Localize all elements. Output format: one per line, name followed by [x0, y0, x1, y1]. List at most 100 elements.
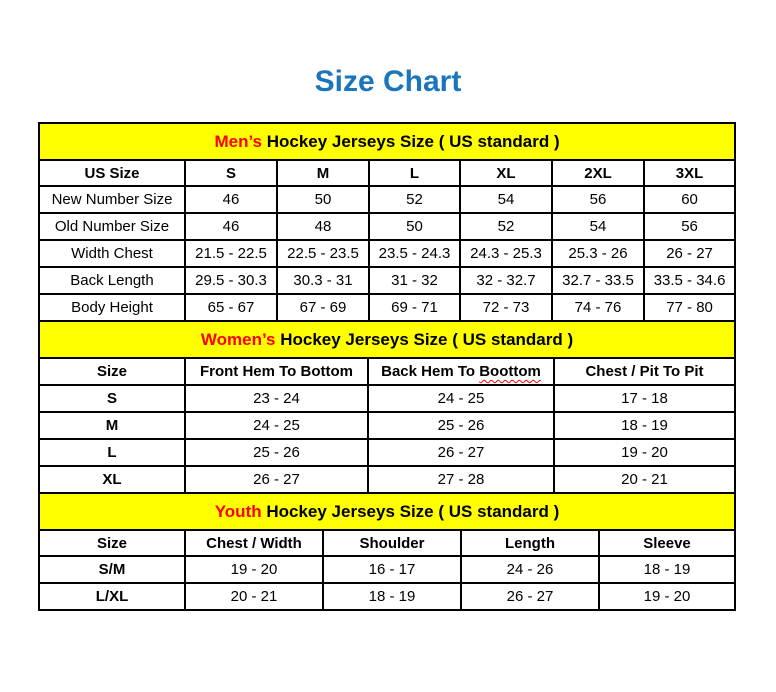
table-row: Width Chest 21.5 - 22.5 22.5 - 23.5 23.5… [38, 239, 737, 268]
table-row: L 25 - 26 26 - 27 19 - 20 [38, 438, 737, 467]
size-cell: 26 - 27 [184, 465, 369, 494]
row-label: Back Length [38, 266, 186, 295]
table-row: Body Height 65 - 67 67 - 69 69 - 71 72 -… [38, 293, 737, 322]
col-header: Length [460, 529, 600, 557]
col-header: Front Hem To Bottom [184, 357, 369, 386]
table-row: Back Length 29.5 - 30.3 30.3 - 31 31 - 3… [38, 266, 737, 295]
size-cell: 54 [459, 185, 553, 214]
womens-size-table: Women’s Hockey Jerseys Size ( US standar… [37, 320, 737, 494]
row-label: Body Height [38, 293, 186, 322]
size-cell: 18 - 19 [322, 582, 462, 611]
table-row: L/XL 20 - 21 18 - 19 26 - 27 19 - 20 [38, 582, 736, 611]
back-hem-misspelled-word: Boottom [479, 363, 541, 380]
mens-section-title-rest: Hockey Jerseys Size ( US standard ) [262, 131, 560, 151]
size-cell: 17 - 18 [552, 384, 737, 413]
size-cell: 32 - 32.7 [459, 266, 553, 295]
size-cell: 26 - 27 [642, 239, 737, 268]
row-label: L/XL [38, 582, 186, 611]
row-label: M [38, 411, 186, 440]
col-header: 2XL [551, 159, 645, 187]
size-cell: 29.5 - 30.3 [184, 266, 278, 295]
size-cell: 19 - 20 [184, 555, 324, 584]
size-cell: 27 - 28 [367, 465, 555, 494]
youth-size-table: Youth Hockey Jerseys Size ( US standard … [38, 492, 736, 611]
col-header: M [276, 159, 370, 187]
youth-header-row: Size Chest / Width Shoulder Length Sleev… [38, 529, 736, 557]
youth-section-title: Youth Hockey Jerseys Size ( US standard … [38, 492, 736, 531]
womens-section-title: Women’s Hockey Jerseys Size ( US standar… [37, 320, 737, 359]
col-header-back-hem: Back Hem To Boottom [367, 357, 555, 386]
size-cell: 32.7 - 33.5 [551, 266, 645, 295]
row-label: New Number Size [38, 185, 186, 214]
size-cell: 46 [184, 185, 278, 214]
size-cell: 50 [276, 185, 370, 214]
size-cell: 21.5 - 22.5 [184, 239, 278, 268]
table-row: S/M 19 - 20 16 - 17 24 - 26 18 - 19 [38, 555, 736, 584]
row-label: XL [38, 465, 186, 494]
size-cell: 54 [551, 212, 645, 241]
col-header: US Size [38, 159, 186, 187]
mens-header-row: US Size S M L XL 2XL 3XL [38, 159, 737, 187]
col-header: Size [38, 529, 186, 557]
col-header: XL [459, 159, 553, 187]
size-cell: 25.3 - 26 [551, 239, 645, 268]
size-chart-tables: Men’s Hockey Jerseys Size ( US standard … [37, 122, 737, 611]
size-cell: 25 - 26 [367, 411, 555, 440]
size-cell: 67 - 69 [276, 293, 370, 322]
womens-section-band: Women’s Hockey Jerseys Size ( US standar… [37, 320, 737, 359]
col-header: Sleeve [598, 529, 736, 557]
youth-section-band: Youth Hockey Jerseys Size ( US standard … [38, 492, 736, 531]
col-header: Chest / Width [184, 529, 324, 557]
col-header: 3XL [642, 159, 737, 187]
table-row: New Number Size 46 50 52 54 56 60 [38, 185, 737, 214]
youth-section-title-highlight: Youth [214, 501, 262, 521]
table-row: S 23 - 24 24 - 25 17 - 18 [38, 384, 737, 413]
size-cell: 31 - 32 [368, 266, 461, 295]
size-cell: 72 - 73 [459, 293, 553, 322]
col-header: Size [38, 357, 186, 386]
row-label: Width Chest [38, 239, 186, 268]
back-hem-prefix: Back Hem To [381, 363, 480, 380]
mens-section-title-highlight: Men’s [214, 131, 262, 151]
size-cell: 60 [642, 185, 737, 214]
row-label: S/M [38, 555, 186, 584]
size-cell: 50 [368, 212, 461, 241]
size-cell: 23.5 - 24.3 [368, 239, 461, 268]
size-cell: 52 [368, 185, 461, 214]
table-row: M 24 - 25 25 - 26 18 - 19 [38, 411, 737, 440]
col-header: Chest / Pit To Pit [552, 357, 737, 386]
size-cell: 46 [184, 212, 278, 241]
size-cell: 25 - 26 [184, 438, 369, 467]
size-cell: 56 [551, 185, 645, 214]
size-cell: 24 - 26 [460, 555, 600, 584]
row-label: S [38, 384, 186, 413]
size-cell: 24 - 25 [367, 384, 555, 413]
size-cell: 19 - 20 [598, 582, 736, 611]
size-cell: 74 - 76 [551, 293, 645, 322]
size-cell: 19 - 20 [552, 438, 737, 467]
size-cell: 26 - 27 [367, 438, 555, 467]
mens-section-title: Men’s Hockey Jerseys Size ( US standard … [37, 122, 737, 161]
size-cell: 18 - 19 [598, 555, 736, 584]
size-cell: 33.5 - 34.6 [642, 266, 737, 295]
size-cell: 18 - 19 [552, 411, 737, 440]
size-cell: 56 [642, 212, 737, 241]
size-cell: 69 - 71 [368, 293, 461, 322]
womens-header-row: Size Front Hem To Bottom Back Hem To Boo… [38, 357, 737, 386]
size-cell: 24.3 - 25.3 [459, 239, 553, 268]
mens-size-table: Men’s Hockey Jerseys Size ( US standard … [37, 122, 737, 322]
row-label: Old Number Size [38, 212, 186, 241]
womens-section-title-highlight: Women’s [200, 329, 276, 349]
col-header: Shoulder [322, 529, 462, 557]
size-cell: 48 [276, 212, 370, 241]
size-cell: 52 [459, 212, 553, 241]
table-row: XL 26 - 27 27 - 28 20 - 21 [38, 465, 737, 494]
womens-section-title-rest: Hockey Jerseys Size ( US standard ) [275, 329, 574, 349]
size-cell: 23 - 24 [184, 384, 369, 413]
size-cell: 22.5 - 23.5 [276, 239, 370, 268]
size-cell: 20 - 21 [184, 582, 324, 611]
size-cell: 24 - 25 [184, 411, 369, 440]
row-label: L [38, 438, 186, 467]
page-title: Size Chart [314, 65, 462, 98]
